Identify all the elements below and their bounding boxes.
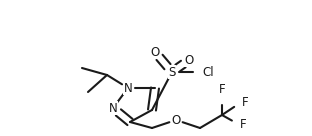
Text: Cl: Cl bbox=[202, 66, 214, 78]
Text: S: S bbox=[168, 66, 176, 78]
Text: N: N bbox=[109, 101, 117, 115]
Text: O: O bbox=[150, 46, 160, 58]
Text: F: F bbox=[219, 83, 225, 96]
Text: N: N bbox=[124, 81, 132, 95]
Text: O: O bbox=[171, 114, 181, 126]
Text: O: O bbox=[184, 53, 194, 67]
Text: F: F bbox=[240, 118, 246, 131]
Text: F: F bbox=[242, 97, 249, 109]
